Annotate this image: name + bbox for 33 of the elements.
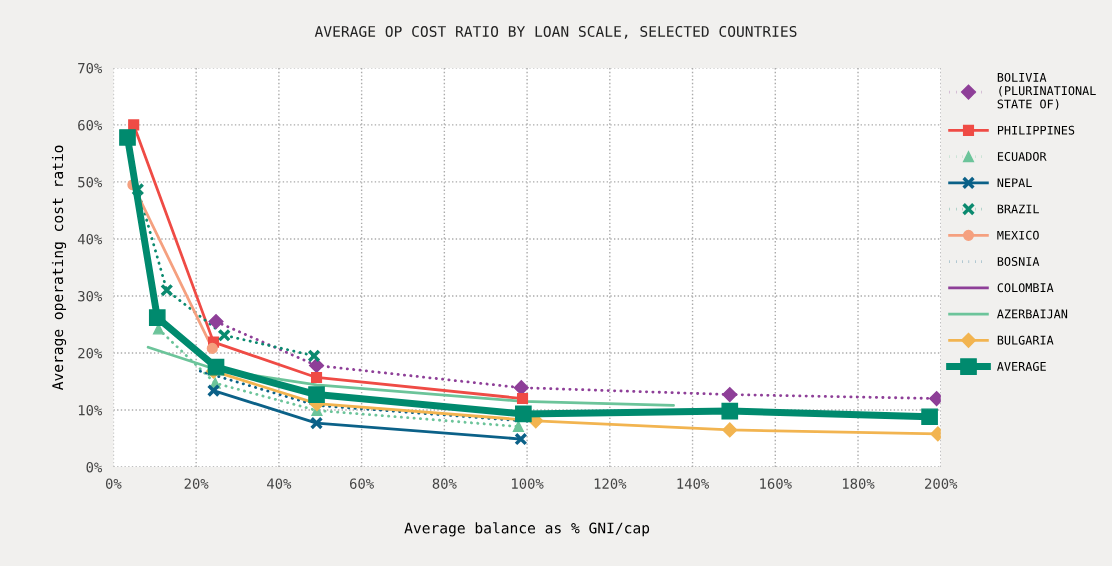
y-tick-label: 30% — [78, 290, 103, 302]
legend-label: BRAZIL — [997, 204, 1039, 214]
x-tick-label: 80% — [432, 478, 457, 489]
legend-label: MEXICO — [997, 230, 1039, 240]
legend-label: AVERAGE — [997, 361, 1046, 371]
y-axis-title: Average operating cost ratio — [51, 145, 67, 391]
x-tick-label: 0% — [105, 478, 122, 489]
x-tick-label: 120% — [594, 478, 627, 489]
x-tick-label: 60% — [349, 478, 374, 489]
y-tick-label: 20% — [78, 347, 103, 359]
x-tick-label: 160% — [760, 478, 792, 489]
legend-label: BULGARIA — [997, 335, 1054, 345]
legend-label: COLOMBIA — [997, 283, 1054, 293]
x-axis-title: Average balance as % GNI/cap — [404, 522, 650, 537]
x-tick-label: 200% — [925, 478, 958, 489]
legend-label: ECUADOR — [997, 151, 1047, 161]
legend-label: NEPAL — [997, 178, 1032, 187]
y-tick-label: 60% — [78, 119, 103, 131]
chart-title: AVERAGE OP COST RATIO BY LOAN SCALE, SELECTED COUNTRIES — [314, 25, 797, 39]
y-tick-label: 40% — [77, 233, 103, 245]
y-tick-label: 10% — [78, 404, 103, 416]
x-tick-label: 140% — [677, 478, 710, 489]
x-tick-label: 20% — [184, 478, 209, 489]
legend-label: AZERBAIJAN — [997, 309, 1068, 319]
legend-label: BOLIVIA (PLURINATIONAL STATE OF) — [997, 72, 1096, 110]
x-tick-label: 100% — [512, 478, 544, 489]
x-tick-label: 40% — [267, 478, 292, 489]
legend-label: PHILIPPINES — [997, 125, 1075, 135]
legend-label: BOSNIA — [997, 256, 1040, 266]
y-tick-label: 70% — [78, 62, 103, 74]
y-tick-label: 0% — [86, 461, 103, 473]
x-tick-label: 180% — [842, 478, 875, 489]
y-tick-label: 50% — [78, 176, 103, 188]
